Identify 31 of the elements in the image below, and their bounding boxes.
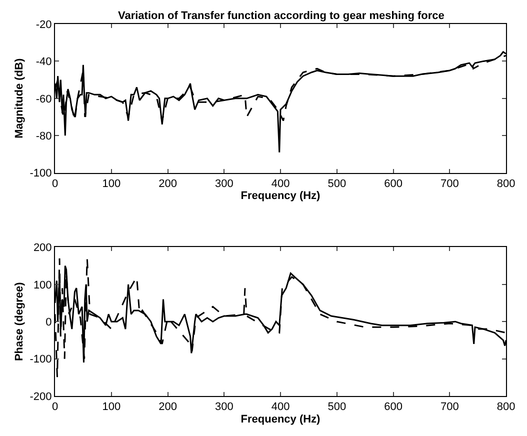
x-tick-label: 100 [102, 401, 121, 414]
x-tick-label: 800 [496, 401, 516, 414]
x-tick-label: 700 [440, 401, 459, 414]
x-tick-label: 300 [214, 401, 234, 414]
x-tick-label: 200 [158, 178, 177, 190]
y-tick-label: -100 [30, 168, 52, 180]
y-tick-label: -200 [30, 390, 52, 403]
y-axis-title: Magnitude (dB) [13, 58, 26, 138]
y-tick-label: -80 [36, 130, 52, 142]
y-tick-label: 0 [46, 316, 52, 328]
x-tick-label: 500 [328, 401, 346, 414]
x-axis-title: Frequency (Hz) [240, 190, 321, 202]
y-axis-title: Phase (degree) [13, 282, 26, 362]
x-axis-title: Frequency (Hz) [240, 413, 321, 426]
x-tick-label: 600 [384, 178, 402, 190]
chart-title: Variation of Transfer function according to gear meshing force [118, 10, 444, 22]
y-tick-label: 100 [33, 279, 52, 292]
x-tick-label: 400 [271, 178, 290, 190]
x-tick-label: 600 [384, 401, 402, 414]
x-tick-label: 100 [102, 178, 121, 190]
x-tick-label: 200 [158, 401, 177, 414]
y-tick-label: -100 [30, 354, 52, 366]
y-tick-label: -20 [36, 18, 52, 31]
x-tick-label: 400 [271, 401, 290, 414]
x-tick-label: 500 [328, 178, 346, 190]
y-tick-label: -60 [36, 93, 52, 106]
y-tick-label: -40 [36, 56, 52, 68]
x-tick-label: 700 [440, 178, 459, 190]
x-tick-label: 300 [214, 178, 234, 190]
y-tick-label: 200 [33, 242, 52, 254]
x-tick-label: 800 [496, 178, 516, 190]
